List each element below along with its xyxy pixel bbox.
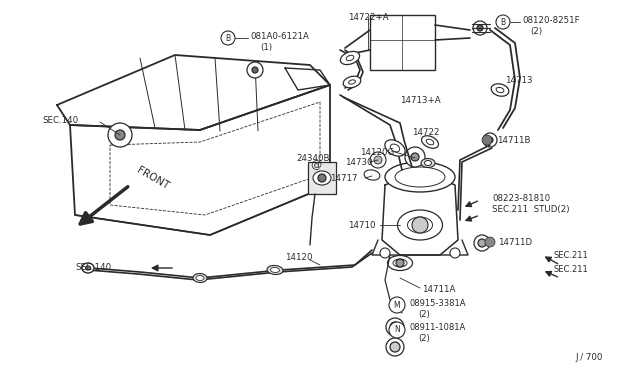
Circle shape [450,248,460,258]
Ellipse shape [408,217,433,233]
Text: 14717: 14717 [330,173,358,183]
Circle shape [318,174,326,182]
Circle shape [412,217,428,233]
Text: 14722: 14722 [412,128,440,137]
Ellipse shape [193,273,207,282]
Ellipse shape [340,51,360,65]
Text: (2): (2) [418,310,429,318]
Ellipse shape [395,167,445,187]
Text: 08120-8251F: 08120-8251F [522,16,580,25]
Ellipse shape [86,266,90,270]
Circle shape [252,67,258,73]
Circle shape [482,135,492,145]
Ellipse shape [82,263,94,273]
Text: 24340B: 24340B [296,154,330,163]
Text: 14722+A: 14722+A [348,13,388,22]
Text: 14711A: 14711A [422,285,456,295]
Circle shape [370,152,386,168]
Text: SEC.211: SEC.211 [553,266,588,275]
Circle shape [389,322,405,338]
Text: SEC.211: SEC.211 [553,251,588,260]
Circle shape [496,15,510,29]
Ellipse shape [196,276,204,280]
Ellipse shape [346,55,354,61]
Text: 14711B: 14711B [497,135,531,144]
Circle shape [374,156,382,164]
Text: SEC.140: SEC.140 [75,263,111,273]
Ellipse shape [393,259,407,267]
Ellipse shape [491,84,509,96]
Ellipse shape [390,144,399,152]
Ellipse shape [343,76,361,88]
Text: 14713+A: 14713+A [400,96,440,105]
Bar [370,15,435,70]
Circle shape [478,239,486,247]
Text: 08911-1081A: 08911-1081A [410,324,467,333]
Text: 081A0-6121A: 081A0-6121A [250,32,309,41]
Ellipse shape [271,267,280,273]
Ellipse shape [349,80,355,84]
Text: 14710: 14710 [348,221,376,230]
Ellipse shape [385,140,405,156]
Ellipse shape [424,160,431,166]
Text: SEC.211  STUD(2): SEC.211 STUD(2) [492,205,570,214]
Ellipse shape [387,256,413,270]
Text: 08223-81810: 08223-81810 [492,193,550,202]
Circle shape [405,147,425,167]
Text: (2): (2) [530,26,542,35]
Text: SEC.140: SEC.140 [42,115,78,125]
Ellipse shape [426,139,434,145]
Circle shape [108,123,132,147]
Text: 08915-3381A: 08915-3381A [410,298,467,308]
Circle shape [115,130,125,140]
Circle shape [396,259,404,267]
Text: N: N [394,326,400,334]
Text: M: M [394,301,400,310]
Text: B: B [500,17,506,26]
Text: 14713: 14713 [505,76,532,84]
Circle shape [386,338,404,356]
Text: 14711D: 14711D [498,237,532,247]
Circle shape [389,297,405,313]
Text: FRONT: FRONT [135,165,170,191]
Circle shape [390,342,400,352]
Circle shape [247,62,263,78]
Bar [308,162,336,194]
Ellipse shape [364,170,380,180]
Ellipse shape [421,158,435,167]
Text: (2): (2) [418,334,429,343]
Text: 14730: 14730 [345,157,372,167]
Circle shape [390,322,400,332]
Text: 14120G: 14120G [360,148,394,157]
Circle shape [477,25,483,31]
Ellipse shape [313,171,331,185]
Circle shape [221,31,235,45]
Circle shape [386,318,404,336]
Circle shape [474,235,490,251]
Text: @: @ [310,160,321,170]
Ellipse shape [385,162,455,192]
Circle shape [487,137,493,143]
Ellipse shape [496,87,504,93]
Text: 14120: 14120 [285,253,312,263]
Circle shape [411,153,419,161]
Circle shape [485,237,495,247]
Text: B: B [225,33,230,42]
Ellipse shape [422,136,438,148]
Circle shape [473,21,487,35]
Ellipse shape [267,266,283,275]
Ellipse shape [397,210,442,240]
Text: (1): (1) [260,42,272,51]
Circle shape [483,133,497,147]
Circle shape [380,248,390,258]
Text: J / 700: J / 700 [575,353,602,362]
